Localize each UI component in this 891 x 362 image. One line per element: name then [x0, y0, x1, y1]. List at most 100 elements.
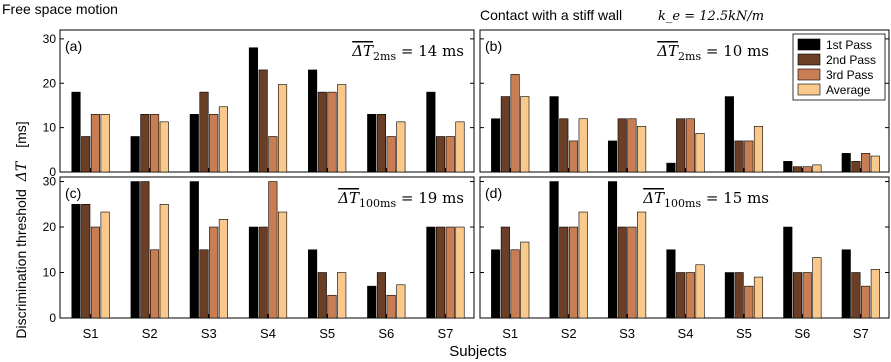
annotation-symbol: ΔT: [351, 42, 374, 60]
bar-s4-4: [277, 211, 288, 319]
bar-s5-4: [337, 272, 347, 319]
bar-s2-3: [150, 114, 160, 173]
bar-s1-2: [81, 203, 91, 319]
bar-s4-1: [248, 47, 258, 173]
x-tick-label: S4: [678, 326, 694, 341]
bar-s3-4: [637, 125, 647, 173]
y-tick-label: 30: [43, 32, 57, 46]
bar-s2-4: [159, 121, 169, 173]
annotation-symbol: ΔT: [337, 189, 360, 207]
bar-s3-3: [627, 226, 637, 319]
bar-s2-2: [559, 118, 569, 173]
bar-s5-2: [734, 272, 744, 319]
x-tick-label: S4: [260, 326, 276, 341]
bar-s1-1: [491, 118, 501, 173]
bar-s1-2: [500, 226, 510, 319]
bar-s4-3: [685, 272, 695, 319]
annotation-value: = 14 ms: [396, 42, 464, 60]
bar-s5-4: [753, 276, 764, 319]
bar-s7-4: [455, 121, 465, 173]
legend-swatch: [797, 38, 821, 51]
bar-s1-3: [510, 249, 520, 319]
bar-s6-3: [802, 272, 812, 319]
bar-s7-3: [861, 153, 871, 173]
bar-s3-1: [607, 140, 618, 173]
right-title-math: k_e = 12.5kN/m: [658, 9, 764, 24]
annotation-value: = 19 ms: [396, 189, 464, 207]
bar-s2-2: [140, 181, 150, 319]
bar-s4-2: [258, 69, 268, 173]
panel-4: S1 S2 S3 S4 S5 S6 S7 (d) ΔT100ms = 15 ms: [479, 176, 890, 341]
bar-s6-3: [802, 166, 812, 173]
bar-s1-3: [510, 74, 520, 173]
bar-s6-1: [783, 226, 793, 319]
annotation-subscript: 100ms: [664, 197, 701, 210]
threshold-annotation: ΔT2ms = 14 ms: [351, 42, 464, 63]
bar-s3-4: [637, 211, 647, 319]
bar-s2-4: [578, 118, 588, 173]
bar-s6-1: [783, 161, 793, 173]
legend-swatch: [797, 83, 821, 96]
bar-s3-3: [209, 226, 219, 319]
y-axis-label: Discrimination threshold ΔT [ms]: [13, 121, 30, 338]
x-tick-label: S1: [502, 326, 518, 341]
bar-s3-1: [189, 114, 199, 173]
bar-s1-4: [100, 211, 110, 319]
bar-s5-2: [734, 140, 744, 173]
y-axis-label-symbol: ΔT: [14, 160, 30, 182]
bar-s2-1: [130, 181, 140, 319]
bar-s6-4: [396, 284, 406, 319]
x-tick-label: S3: [619, 326, 635, 341]
bar-s7-1: [841, 153, 851, 173]
bar-s4-4: [695, 133, 705, 173]
y-tick-label: 0: [49, 165, 56, 179]
bar-s5-3: [327, 294, 337, 319]
x-tick-label: S5: [319, 326, 335, 341]
bar-s3-4: [218, 219, 228, 319]
bar-s4-4: [695, 264, 705, 319]
y-tick-label: 30: [43, 175, 57, 189]
bar-s2-3: [568, 226, 579, 319]
bar-s3-3: [627, 118, 637, 173]
bar-s3-1: [189, 181, 199, 319]
bar-s7-2: [851, 161, 861, 173]
bar-s1-4: [520, 96, 530, 173]
bar-s4-3: [268, 181, 278, 319]
bar-s4-2: [676, 118, 686, 173]
bar-s6-2: [792, 272, 803, 319]
bar-s1-1: [491, 249, 501, 319]
bar-s2-4: [159, 203, 169, 319]
x-tick-label: S1: [83, 326, 99, 341]
bar-s4-1: [666, 162, 676, 173]
bar-s1-3: [90, 226, 100, 319]
bar-s5-1: [724, 96, 734, 173]
y-tick-label: 20: [43, 220, 57, 234]
bar-s4-2: [676, 272, 686, 319]
y-axis-unit: [ms]: [13, 121, 29, 147]
y-tick-label: 10: [43, 266, 57, 280]
bar-s3-2: [199, 91, 209, 173]
bar-s6-1: [367, 114, 377, 173]
bar-s7-4: [455, 226, 465, 319]
bar-s1-4: [520, 241, 530, 319]
bar-s5-1: [724, 272, 734, 319]
bar-s7-2: [436, 226, 446, 319]
bar-s5-1: [308, 69, 318, 173]
bar-s6-2: [376, 272, 386, 319]
legend-swatch: [797, 68, 821, 81]
bar-s7-4: [870, 269, 880, 319]
legend-label: 2nd Pass: [826, 53, 876, 67]
y-tick-label: 20: [43, 76, 57, 90]
annotation-symbol: ΔT: [656, 42, 679, 60]
y-tick-label: 0: [49, 311, 56, 325]
threshold-annotation: ΔT100ms = 15 ms: [642, 189, 769, 210]
bar-s7-1: [841, 249, 851, 319]
x-tick-label: S6: [794, 326, 810, 341]
x-axis-label: Subjects: [449, 343, 507, 360]
panel-3: 0 10 20 30 S1 S2 S3 S4 S5 S6 S7 (c) ΔT100ms = 19 ms: [43, 175, 475, 341]
bar-s2-3: [568, 140, 579, 173]
right-title: Contact with a stiff wall: [480, 7, 622, 23]
